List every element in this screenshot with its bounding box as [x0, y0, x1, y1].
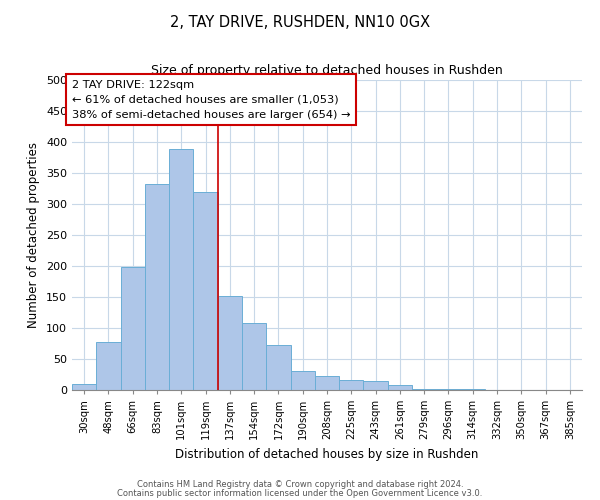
Text: Contains public sector information licensed under the Open Government Licence v3: Contains public sector information licen… [118, 488, 482, 498]
Bar [290, 372, 315, 390]
Text: 2, TAY DRIVE, RUSHDEN, NN10 0GX: 2, TAY DRIVE, RUSHDEN, NN10 0GX [170, 15, 430, 30]
Bar [412, 389, 436, 390]
Text: Contains HM Land Registry data © Crown copyright and database right 2024.: Contains HM Land Registry data © Crown c… [137, 480, 463, 489]
Title: Size of property relative to detached houses in Rushden: Size of property relative to detached ho… [151, 64, 503, 78]
Bar [193, 192, 218, 390]
Bar [145, 184, 169, 390]
Bar [315, 376, 339, 390]
X-axis label: Distribution of detached houses by size in Rushden: Distribution of detached houses by size … [175, 448, 479, 460]
Bar [121, 267, 145, 390]
Bar [72, 384, 96, 390]
Bar [266, 344, 290, 390]
Bar [169, 150, 193, 390]
Y-axis label: Number of detached properties: Number of detached properties [28, 142, 40, 328]
Bar [364, 380, 388, 390]
Bar [339, 380, 364, 390]
Bar [388, 385, 412, 390]
Bar [242, 323, 266, 390]
Bar [96, 342, 121, 390]
Bar [218, 296, 242, 390]
Text: 2 TAY DRIVE: 122sqm
← 61% of detached houses are smaller (1,053)
38% of semi-det: 2 TAY DRIVE: 122sqm ← 61% of detached ho… [72, 80, 350, 120]
